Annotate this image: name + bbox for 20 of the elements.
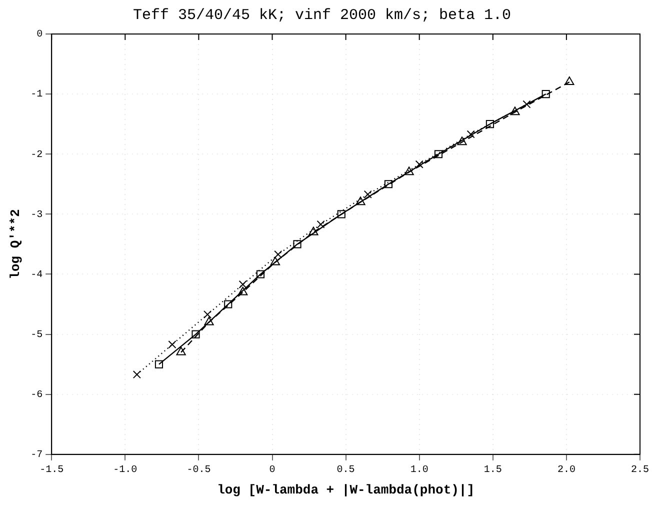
y-tick-label: -1 <box>30 90 43 101</box>
x-tick-label: 1.0 <box>410 465 428 476</box>
x-tick-label: 0 <box>269 465 276 476</box>
y-tick-label: -3 <box>30 210 43 221</box>
x-tick-label: -1.5 <box>40 465 64 476</box>
y-tick-label: 0 <box>36 30 43 41</box>
x-tick-label: 1.5 <box>484 465 502 476</box>
chart-title: Teff 35/40/45 kK; vinf 2000 km/s; beta 1.0 <box>132 6 512 24</box>
x-axis-title: log [W-lambda + |W-lambda(phot)|] <box>217 482 475 498</box>
y-tick-label: -6 <box>30 390 43 401</box>
y-tick-label: -4 <box>30 270 43 281</box>
y-tick-label: -2 <box>30 150 43 161</box>
x-tick-label: 2.0 <box>557 465 576 476</box>
x-tick-label: -1.0 <box>113 465 138 476</box>
x-tick-label: 2.5 <box>630 465 650 476</box>
y-tick-label: -7 <box>30 450 43 462</box>
y-tick-label: -5 <box>30 330 43 341</box>
y-axis-title: log Q'**2 <box>8 208 24 280</box>
x-tick-label: 0.5 <box>336 465 355 476</box>
x-tick-label: -0.5 <box>186 465 211 476</box>
